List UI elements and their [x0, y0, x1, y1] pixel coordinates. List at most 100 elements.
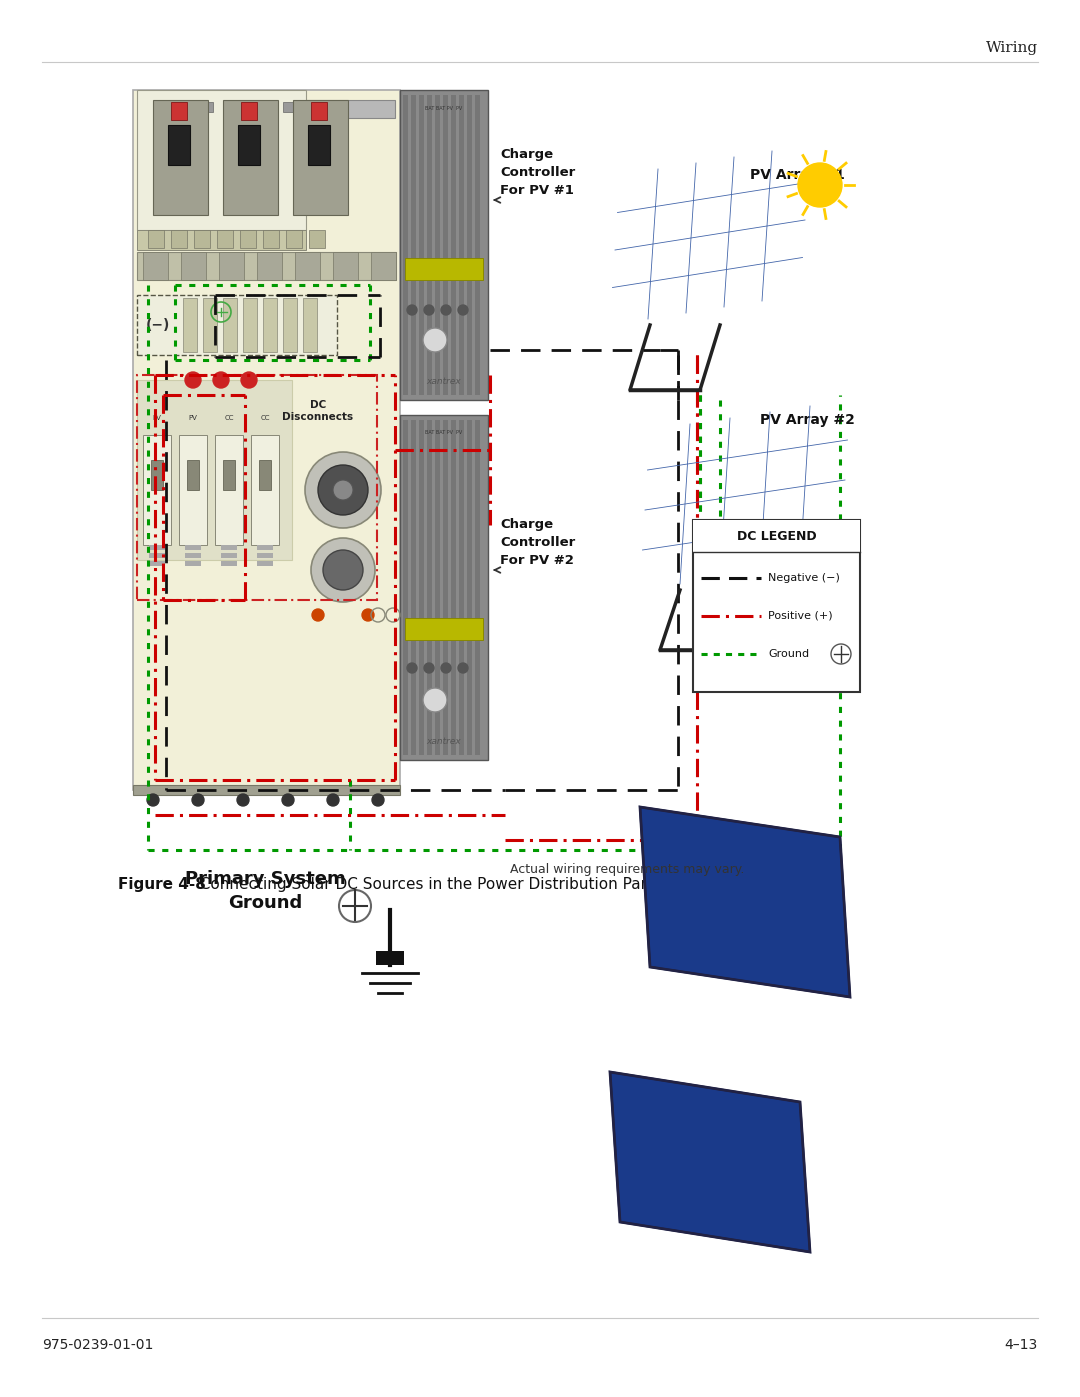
Polygon shape [640, 807, 850, 997]
Text: Figure 4-8: Figure 4-8 [118, 877, 206, 893]
Circle shape [282, 793, 294, 806]
Bar [283, 298, 297, 352]
Text: CC: CC [260, 415, 270, 420]
Text: CC: CC [225, 415, 233, 420]
Bar [467, 95, 472, 395]
Bar [443, 95, 448, 395]
Bar [376, 951, 404, 965]
Bar [221, 553, 237, 557]
Text: Wiring: Wiring [986, 41, 1038, 54]
Bar [143, 251, 168, 279]
Bar [168, 124, 190, 165]
Text: Charge
Controller
For PV #1: Charge Controller For PV #1 [500, 148, 576, 197]
Text: Connecting Solar DC Sources in the Power Distribution Panel: Connecting Solar DC Sources in the Power… [190, 877, 664, 893]
Bar [257, 251, 282, 279]
Text: PV: PV [189, 415, 198, 420]
Bar [475, 420, 480, 754]
Circle shape [323, 550, 363, 590]
Circle shape [441, 664, 451, 673]
Bar [313, 102, 333, 112]
Bar [443, 420, 448, 754]
Bar [309, 231, 325, 249]
Bar [137, 295, 337, 355]
Text: xantrex: xantrex [427, 738, 461, 746]
Circle shape [213, 372, 229, 388]
Bar [222, 101, 278, 215]
Bar [217, 231, 233, 249]
Bar [138, 101, 395, 117]
Bar [240, 231, 256, 249]
Bar [467, 420, 472, 754]
Circle shape [312, 609, 324, 622]
Bar [400, 415, 488, 760]
Bar [241, 102, 257, 120]
Bar [459, 420, 464, 754]
Bar [372, 251, 396, 279]
Bar [459, 95, 464, 395]
Bar [451, 95, 456, 395]
Text: PV: PV [152, 415, 161, 420]
Circle shape [327, 793, 339, 806]
Bar [295, 251, 320, 279]
Bar [411, 95, 416, 395]
Circle shape [423, 687, 447, 712]
Text: Ground: Ground [768, 650, 809, 659]
Circle shape [241, 372, 257, 388]
Bar [149, 553, 165, 557]
Bar [435, 95, 440, 395]
Text: 4–13: 4–13 [1004, 1338, 1038, 1352]
Bar [251, 434, 279, 545]
Bar [193, 102, 213, 112]
Bar [243, 298, 257, 352]
Bar [222, 460, 235, 490]
Bar [405, 258, 483, 279]
Circle shape [372, 793, 384, 806]
Text: Positive (+): Positive (+) [768, 610, 833, 622]
Circle shape [318, 465, 368, 515]
Bar [435, 420, 440, 754]
Bar [215, 434, 243, 545]
Bar [221, 545, 237, 550]
Bar [286, 231, 302, 249]
Text: PV Array #1: PV Array #1 [750, 168, 845, 182]
Text: DC LEGEND: DC LEGEND [737, 529, 816, 542]
Bar [257, 545, 273, 550]
Bar [693, 520, 860, 692]
Bar [427, 95, 432, 395]
Bar [400, 89, 488, 400]
Circle shape [424, 305, 434, 314]
Bar [419, 420, 424, 754]
Bar [419, 95, 424, 395]
Polygon shape [610, 1071, 810, 1252]
Bar [221, 562, 237, 566]
Circle shape [237, 793, 249, 806]
Bar [171, 231, 187, 249]
Circle shape [423, 328, 447, 352]
Bar [303, 298, 318, 352]
Bar [308, 124, 330, 165]
Bar [264, 231, 279, 249]
Text: Charge
Controller
For PV #2: Charge Controller For PV #2 [500, 518, 576, 567]
Bar [203, 298, 217, 352]
Bar [137, 231, 306, 250]
Bar [405, 617, 483, 640]
Bar [257, 562, 273, 566]
Bar [222, 102, 243, 112]
Bar [137, 380, 292, 560]
Bar [219, 251, 244, 279]
Bar [137, 374, 377, 599]
Bar [181, 251, 206, 279]
Text: Actual wiring requirements may vary.: Actual wiring requirements may vary. [510, 863, 744, 876]
Bar [222, 298, 237, 352]
Bar [311, 102, 327, 120]
Text: BAT BAT PV  PV: BAT BAT PV PV [426, 430, 462, 436]
Text: 975-0239-01-01: 975-0239-01-01 [42, 1338, 153, 1352]
Bar [187, 460, 199, 490]
Bar [171, 102, 187, 120]
Text: DC
Disconnects: DC Disconnects [283, 400, 353, 422]
Bar [451, 420, 456, 754]
Circle shape [362, 609, 374, 622]
Bar [253, 102, 273, 112]
Bar [693, 520, 860, 552]
Text: (−): (−) [146, 319, 171, 332]
